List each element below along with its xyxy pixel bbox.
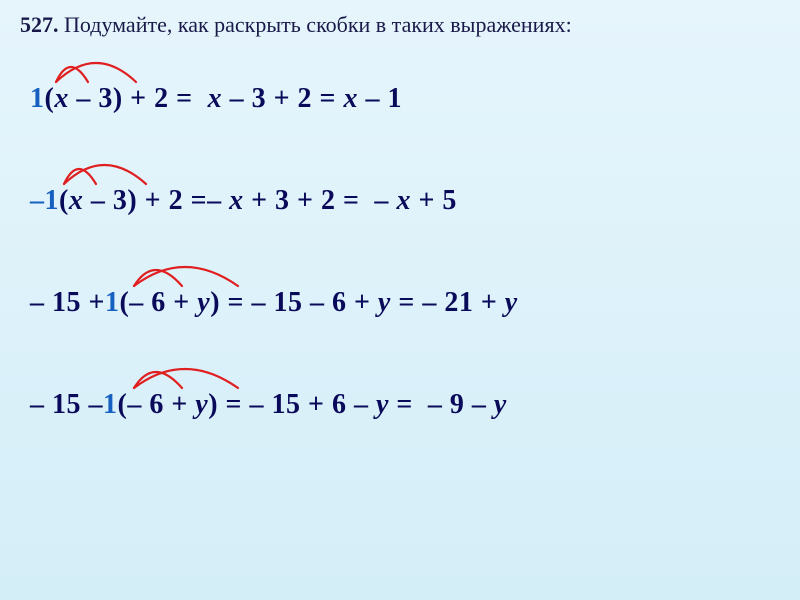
equation-row: – 15 +1(– 6 + y) = – 15 – 6 + y = – 21 +… — [30, 270, 770, 320]
problem-header: 527. Подумайте, как раскрыть скобки в та… — [0, 0, 800, 46]
problem-text: Подумайте, как раскрыть скобки в таких в… — [64, 12, 572, 37]
equation-text: –1(x – 3) + 2 =– x + 3 + 2 = – x + 5 — [30, 184, 457, 218]
equation-text: 1(x – 3) + 2 = x – 3 + 2 = x – 1 — [30, 82, 402, 116]
equation-text: – 15 +1(– 6 + y) = – 15 – 6 + y = – 21 +… — [30, 286, 518, 320]
equation-row: 1(x – 3) + 2 = x – 3 + 2 = x – 1 — [30, 66, 770, 116]
equations-container: 1(x – 3) + 2 = x – 3 + 2 = x – 1 –1(x – 3… — [0, 46, 800, 494]
equation-text: – 15 –1(– 6 + y) = – 15 + 6 – y = – 9 – … — [30, 388, 507, 422]
equation-row: –1(x – 3) + 2 =– x + 3 + 2 = – x + 5 — [30, 168, 770, 218]
problem-number: 527. — [20, 12, 59, 37]
equation-row: – 15 –1(– 6 + y) = – 15 + 6 – y = – 9 – … — [30, 372, 770, 422]
